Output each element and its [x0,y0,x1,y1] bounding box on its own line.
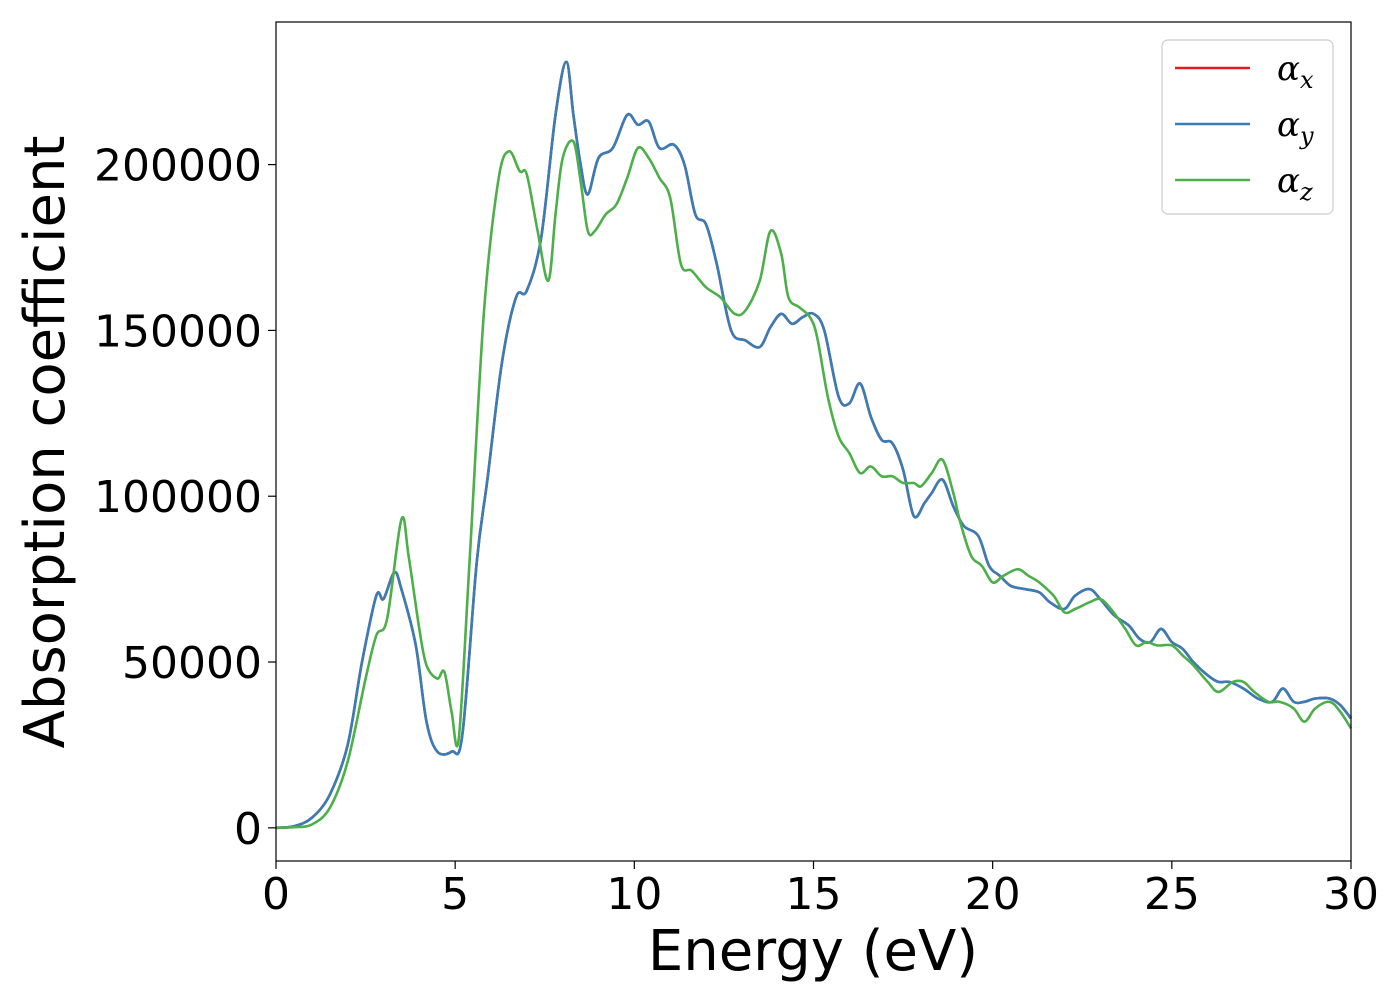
series-line-y [275,60,1353,830]
x-tick-label: 10 [606,869,662,920]
legend-label-y: αy [1277,105,1314,150]
x-tick-label: 25 [1144,869,1200,920]
x-tick-label: 20 [965,869,1021,920]
legend-box [1161,39,1334,215]
y-axis-title: Absorption coefficient [13,136,78,749]
y-tick-label: 50000 [122,638,262,689]
x-tick-label: 30 [1323,869,1379,920]
x-axis-title: Energy (eV) [648,919,978,984]
x-axis-ticks: 0 5 10 15 20 25 30 [262,861,1379,920]
x-tick-label: 5 [441,869,469,920]
y-tick-label: 150000 [94,306,262,357]
y-tick-label: 200000 [94,141,262,192]
y-tick-label: 100000 [94,472,262,523]
series-line-z [275,139,1353,830]
y-tick-label: 0 [234,804,262,855]
x-tick-label: 15 [786,869,842,920]
series-layer [275,60,1353,830]
legend-label-x: αx [1277,49,1314,94]
y-axis-ticks: 0 50000 100000 150000 200000 [94,141,276,855]
x-tick-label: 0 [262,869,290,920]
